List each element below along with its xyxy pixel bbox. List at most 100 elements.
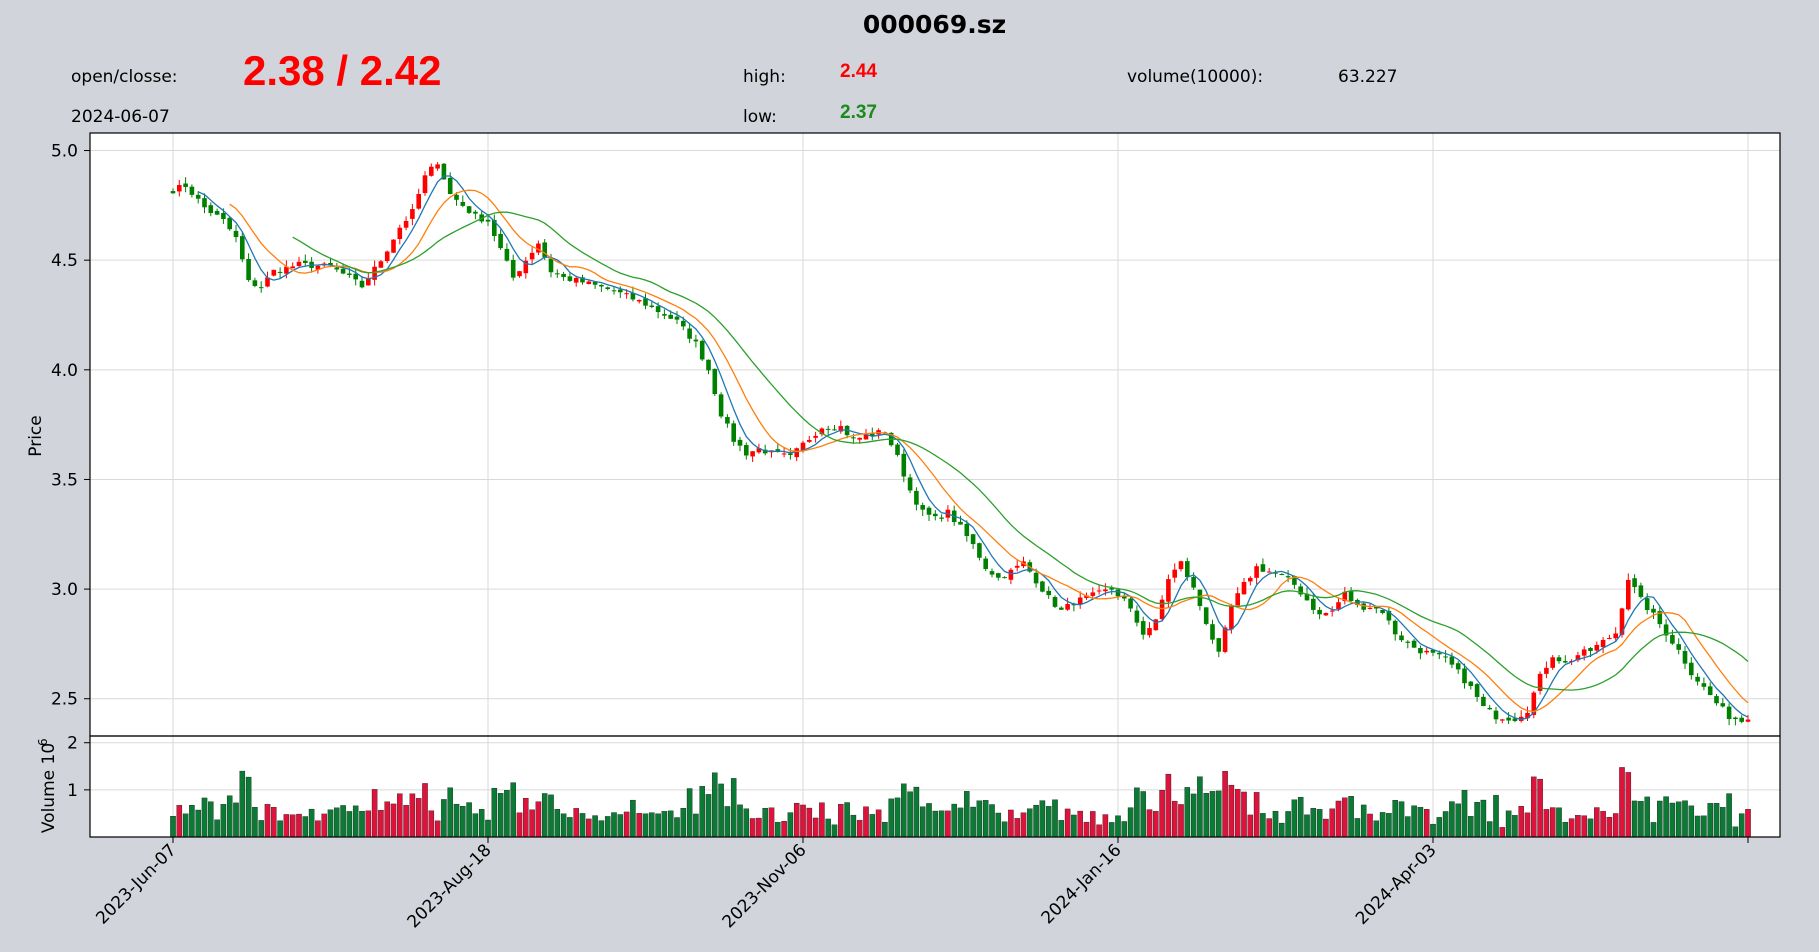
chart-title: 000069.sz: [862, 10, 1007, 39]
volume-bar: [1064, 808, 1071, 838]
candle-body: [195, 194, 201, 199]
candle-body: [624, 293, 629, 295]
volume-bar: [800, 804, 806, 838]
candle-body: [548, 258, 554, 273]
volume-bar: [1159, 790, 1165, 838]
volume-axis-exponent: 6: [36, 738, 50, 746]
candle-body: [832, 429, 837, 431]
candle-body: [838, 426, 844, 432]
volume-bar: [693, 813, 699, 838]
candle-body: [1682, 651, 1688, 664]
volume-bar: [932, 810, 939, 838]
volume-bar: [604, 816, 611, 838]
volume-bar: [466, 802, 472, 838]
candle-body: [605, 287, 610, 290]
candle-body: [687, 328, 692, 339]
high-value: 2.44: [840, 61, 877, 82]
volume-bar: [1657, 800, 1663, 838]
volume-bar: [768, 807, 775, 838]
volume-bar: [226, 795, 233, 838]
candle-body: [258, 287, 264, 289]
volume-bar: [850, 814, 857, 838]
candle-body: [668, 314, 673, 319]
candle-body: [403, 220, 409, 228]
candle-body: [1153, 619, 1159, 631]
volume-bar: [1285, 811, 1291, 838]
volume-bar: [1732, 826, 1739, 838]
volume-bar: [1310, 808, 1317, 838]
candle-body: [460, 201, 466, 206]
volume-bar: [1682, 800, 1688, 838]
candle-body: [473, 211, 478, 214]
candle-body: [1474, 684, 1480, 697]
candle-body: [1140, 621, 1146, 635]
volume-bar: [718, 783, 724, 838]
volume-bar: [208, 801, 214, 838]
volume-bar: [302, 816, 309, 838]
candle-body: [1147, 628, 1152, 636]
volume-bar: [812, 817, 819, 838]
candle-body: [1342, 591, 1348, 602]
volume-bar: [1386, 813, 1392, 838]
volume-bar: [919, 806, 926, 838]
volume-bar: [1052, 799, 1058, 838]
candle-body: [662, 314, 667, 316]
volume-bar: [1127, 807, 1134, 838]
candles: [170, 162, 1751, 726]
candle-body: [504, 248, 510, 261]
candle-body: [1632, 578, 1637, 588]
volume-bar: [1556, 807, 1562, 838]
volume-bar: [1360, 804, 1367, 838]
candle-body: [788, 453, 793, 455]
candle-body: [183, 183, 188, 188]
candle-body: [340, 268, 346, 274]
volume-bar: [1045, 806, 1052, 838]
candle-body: [1266, 571, 1272, 573]
volume-bar: [220, 804, 227, 838]
volume-bar: [680, 808, 687, 838]
candle-body: [1185, 561, 1190, 578]
volume-bar: [1329, 808, 1335, 838]
candle-body: [221, 212, 226, 220]
volume-bar: [1461, 790, 1468, 838]
volume-bar: [1543, 809, 1550, 838]
candle-body: [744, 445, 749, 456]
volume-bar: [1537, 778, 1543, 838]
candle-body: [1311, 598, 1316, 610]
candle-body: [1386, 610, 1392, 621]
volume-bar: [560, 813, 567, 838]
volume-bar: [699, 786, 705, 838]
candle-body: [265, 277, 270, 287]
candle-body: [1241, 581, 1247, 595]
candle-body: [1657, 611, 1663, 625]
volume-bar: [535, 801, 542, 838]
candle-body: [454, 194, 459, 200]
candle-body: [933, 513, 938, 517]
candle-body: [441, 163, 447, 180]
volume-bar: [636, 813, 642, 838]
candle-body: [762, 449, 768, 454]
candle-body: [813, 435, 818, 438]
volume-bar: [340, 805, 346, 838]
volume-bar: [1707, 803, 1713, 838]
candle-body: [397, 227, 403, 240]
volume-bar: [516, 812, 523, 838]
candle-body: [643, 298, 648, 306]
candle-body: [1304, 593, 1310, 601]
volume-bar: [1411, 805, 1417, 838]
candle-body: [573, 277, 579, 283]
candle-body: [1191, 576, 1196, 588]
volume-bar: [957, 807, 964, 838]
volume-bar: [705, 794, 712, 838]
volume-bar: [352, 805, 359, 838]
candle-body: [1248, 577, 1253, 582]
volume-bar: [1209, 791, 1216, 838]
volume-bar: [1619, 767, 1625, 838]
candle-body: [447, 177, 453, 194]
volume-bar: [642, 813, 649, 838]
candle-body: [996, 573, 1001, 578]
candle-body: [989, 571, 995, 575]
candle-body: [227, 217, 232, 230]
moving-average-5: [197, 175, 1749, 721]
